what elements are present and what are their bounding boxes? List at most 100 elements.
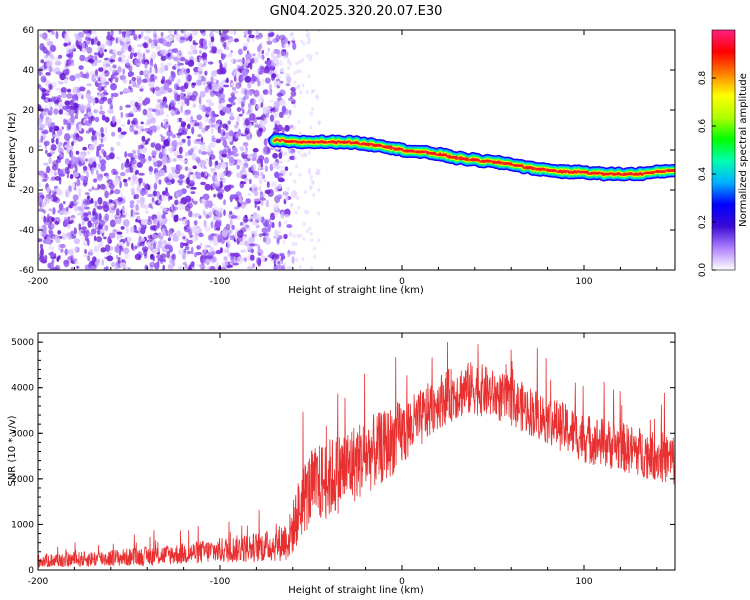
noise-point	[311, 180, 315, 185]
noise-point	[131, 173, 137, 182]
noise-point	[135, 83, 140, 88]
noise-point	[259, 192, 266, 198]
noise-point	[103, 266, 107, 270]
noise-point	[260, 167, 264, 170]
noise-point	[215, 160, 219, 166]
noise-point	[58, 255, 61, 260]
noise-point	[38, 196, 43, 203]
noise-point	[127, 121, 130, 125]
noise-point	[168, 124, 171, 133]
noise-point	[186, 111, 191, 115]
noise-point	[289, 124, 294, 129]
noise-point	[238, 48, 243, 56]
noise-point	[233, 75, 237, 82]
noise-point	[276, 194, 283, 199]
noise-point	[178, 141, 184, 146]
noise-point	[104, 81, 110, 86]
noise-point	[99, 110, 105, 115]
noise-point	[307, 32, 311, 37]
noise-point	[279, 165, 286, 169]
noise-point	[269, 99, 274, 103]
noise-point	[291, 256, 295, 264]
noise-point	[302, 221, 306, 226]
noise-point	[241, 100, 244, 109]
noise-point	[87, 238, 90, 246]
noise-point	[187, 139, 191, 147]
noise-point	[179, 146, 183, 154]
noise-point	[248, 236, 256, 243]
noise-point	[283, 233, 288, 240]
noise-point	[154, 172, 160, 180]
noise-point	[242, 72, 248, 77]
noise-point	[160, 31, 164, 37]
noise-point	[232, 90, 239, 94]
noise-point	[139, 196, 146, 205]
noise-point	[98, 213, 102, 222]
noise-point	[124, 182, 129, 187]
noise-point	[82, 165, 88, 171]
noise-point	[205, 99, 212, 103]
noise-point	[308, 57, 312, 62]
noise-point	[88, 188, 92, 192]
noise-point	[56, 186, 60, 192]
noise-point	[261, 78, 265, 86]
noise-point	[100, 163, 106, 172]
noise-point	[128, 65, 133, 72]
noise-point	[250, 99, 254, 104]
noise-point	[127, 90, 131, 93]
noise-point	[146, 118, 153, 125]
noise-point	[199, 90, 206, 98]
noise-point	[262, 236, 267, 243]
noise-point	[271, 66, 274, 71]
noise-point	[186, 251, 192, 254]
noise-point	[172, 254, 175, 259]
noise-point	[148, 38, 152, 44]
noise-point	[96, 169, 99, 176]
noise-point	[58, 203, 64, 211]
noise-point	[202, 250, 206, 255]
noise-point	[112, 49, 117, 53]
y-tick-label: 4000	[11, 384, 34, 394]
noise-point	[160, 253, 167, 259]
noise-point	[138, 226, 145, 231]
noise-point	[192, 200, 198, 205]
noise-point	[241, 76, 245, 82]
noise-point	[106, 173, 110, 179]
noise-point	[116, 254, 119, 260]
noise-point	[258, 233, 263, 238]
noise-point	[119, 181, 122, 189]
noise-point	[68, 168, 75, 172]
noise-point	[252, 148, 259, 153]
noise-point	[83, 217, 89, 222]
noise-point	[226, 77, 229, 84]
noise-point	[52, 134, 59, 138]
noise-point	[218, 189, 225, 194]
noise-point	[103, 65, 106, 72]
noise-point	[38, 118, 43, 127]
noise-point	[301, 83, 305, 88]
noise-point	[38, 83, 42, 89]
noise-point	[178, 178, 183, 183]
noise-point	[93, 109, 99, 114]
noise-point	[198, 232, 204, 238]
noise-point	[48, 157, 52, 165]
noise-point	[293, 80, 297, 85]
noise-point	[144, 188, 148, 195]
noise-point	[87, 58, 94, 63]
noise-point	[274, 171, 280, 179]
noise-point	[252, 174, 259, 178]
noise-point	[192, 103, 197, 108]
noise-point	[136, 75, 142, 81]
noise-point	[97, 166, 101, 170]
noise-point	[63, 118, 68, 124]
noise-point	[73, 201, 80, 206]
noise-point	[93, 161, 97, 169]
noise-point	[73, 204, 79, 212]
noise-point	[222, 148, 228, 155]
noise-point	[49, 169, 54, 176]
noise-point	[100, 127, 104, 134]
noise-point	[161, 213, 166, 219]
noise-point	[247, 192, 252, 196]
noise-point	[182, 236, 186, 240]
